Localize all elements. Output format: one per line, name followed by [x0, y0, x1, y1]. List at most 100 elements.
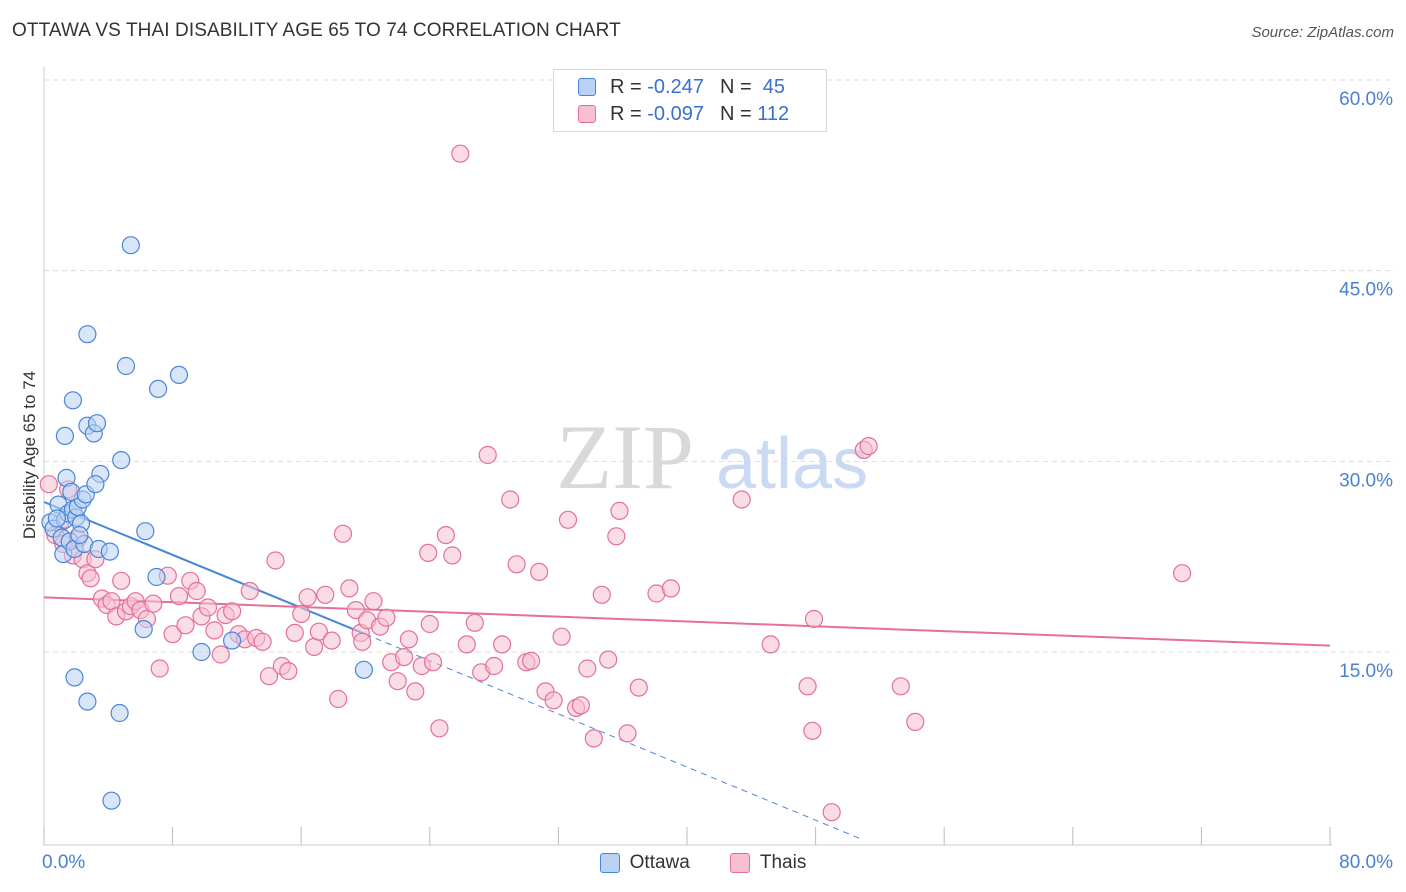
thai-n-value: 112 — [757, 102, 790, 125]
thai-point-96 — [629, 678, 648, 697]
thai-point-39 — [253, 632, 272, 651]
thai-point-64 — [406, 682, 425, 701]
y-tick-labels: 15.0% 30.0% 45.0% 60.0% — [1339, 89, 1393, 682]
thai-point-30 — [198, 598, 218, 617]
thai-point-76 — [485, 656, 504, 676]
ottawa-point-22 — [100, 542, 120, 561]
thai-point-73 — [465, 613, 484, 632]
thai-point-44 — [285, 623, 304, 643]
ottawa-r-value: -0.247 — [647, 75, 704, 98]
thai-point-90 — [584, 729, 603, 748]
thai-point-41 — [266, 551, 285, 570]
ottawa-point-36 — [147, 567, 166, 587]
thai-legend-swatch — [729, 853, 750, 873]
thai-point-79 — [507, 555, 526, 574]
thai-point-82 — [529, 562, 549, 582]
thai-r-value: -0.097 — [647, 102, 704, 125]
thai-point-61 — [388, 672, 407, 691]
thai-point-78 — [501, 490, 520, 509]
thai-point-46 — [298, 588, 317, 607]
thai-point-88 — [571, 696, 591, 715]
thai-point-47 — [305, 637, 324, 657]
ottawa-point-43 — [110, 703, 129, 723]
thai-point-26 — [176, 616, 195, 635]
thai-point-86 — [558, 510, 578, 529]
thai-point-53 — [340, 579, 359, 598]
thai-point-63 — [399, 630, 418, 649]
series-legend: Ottawa Thais — [0, 852, 1406, 874]
ottawa-point-39 — [223, 631, 242, 650]
thai-point-92 — [599, 650, 618, 669]
ottawa-point-40 — [354, 660, 373, 679]
watermark: ZIP atlas — [556, 406, 868, 508]
thai-trend-line — [43, 596, 1331, 647]
legend-row-thai: R = -0.097 N = 112 — [578, 102, 789, 126]
ottawa-legend-label: Ottawa — [629, 852, 690, 873]
thai-point-107 — [891, 677, 910, 696]
ottawa-point-31 — [78, 325, 97, 344]
thai-point-100 — [761, 635, 780, 654]
ottawa-point-33 — [149, 379, 168, 398]
thai-point-75 — [478, 445, 497, 465]
legend-item-thai: Thais — [729, 852, 806, 874]
thai-point-85 — [552, 627, 571, 646]
thai-point-70 — [443, 546, 462, 565]
thai-point-69 — [436, 525, 455, 545]
thai-point-106 — [822, 803, 841, 822]
thai-point-13 — [102, 592, 121, 611]
chart-title: OTTAWA VS THAI DISABILITY AGE 65 TO 74 C… — [12, 20, 621, 41]
thai-point-95 — [618, 724, 637, 743]
grid-lines — [44, 79, 1395, 653]
thai-point-102 — [803, 721, 822, 740]
thai-point-43 — [279, 661, 298, 681]
thai-point-25 — [169, 586, 189, 606]
thai-point-66 — [419, 543, 438, 563]
thai-point-48 — [309, 622, 328, 641]
thai-point-22 — [150, 659, 169, 678]
thai-point-21 — [144, 594, 163, 613]
thai-point-105 — [859, 437, 878, 456]
thai-point-111 — [420, 614, 439, 634]
ottawa-n-label: N = — [719, 75, 752, 98]
ottawa-point-32 — [121, 236, 140, 255]
ottawa-swatch — [578, 78, 596, 96]
ottawa-point-37 — [134, 619, 153, 639]
thai-point-67 — [423, 653, 443, 672]
ottawa-point-42 — [78, 692, 97, 711]
ottawa-n-value: 45 — [762, 75, 786, 98]
thai-point-45 — [292, 604, 311, 624]
thai-point-89 — [578, 659, 597, 678]
y-tick-label-60: 60.0% — [1339, 89, 1393, 110]
ottawa-r-label: R = — [610, 75, 642, 98]
ottawa-point-34 — [169, 365, 189, 384]
thai-point-15 — [112, 571, 131, 590]
ottawa-trend-line — [43, 501, 366, 636]
ottawa-point-30 — [116, 356, 136, 376]
thai-point-72 — [457, 635, 476, 654]
thai-n-label: N = — [719, 102, 752, 125]
thai-point-68 — [430, 719, 449, 738]
ottawa-point-38 — [192, 642, 211, 662]
ottawa-point-19 — [70, 525, 89, 545]
legend-row-ottawa: R = -0.247 N = 45 — [578, 75, 785, 99]
thai-point-32 — [211, 645, 230, 664]
thai-point-50 — [322, 631, 341, 650]
thai-point-62 — [395, 647, 414, 667]
ottawa-point-24 — [63, 391, 83, 410]
thai-r-label: R = — [610, 102, 642, 125]
thai-point-52 — [333, 524, 353, 543]
thai-swatch — [578, 105, 596, 123]
thai-point-34 — [223, 602, 242, 621]
watermark-zip: ZIP — [556, 406, 694, 508]
thai-point-94 — [610, 501, 629, 520]
thai-point-59 — [377, 608, 396, 627]
thai-point-103 — [804, 609, 824, 629]
thai-point-110 — [353, 632, 372, 651]
x-min-label: 0.0% — [42, 852, 86, 873]
ottawa-point-16 — [47, 509, 67, 528]
ottawa-legend-swatch — [599, 853, 620, 873]
thai-point-24 — [163, 625, 182, 644]
ottawa-point-28 — [86, 475, 105, 494]
axes — [43, 67, 1332, 846]
thai-point-71 — [451, 144, 470, 163]
